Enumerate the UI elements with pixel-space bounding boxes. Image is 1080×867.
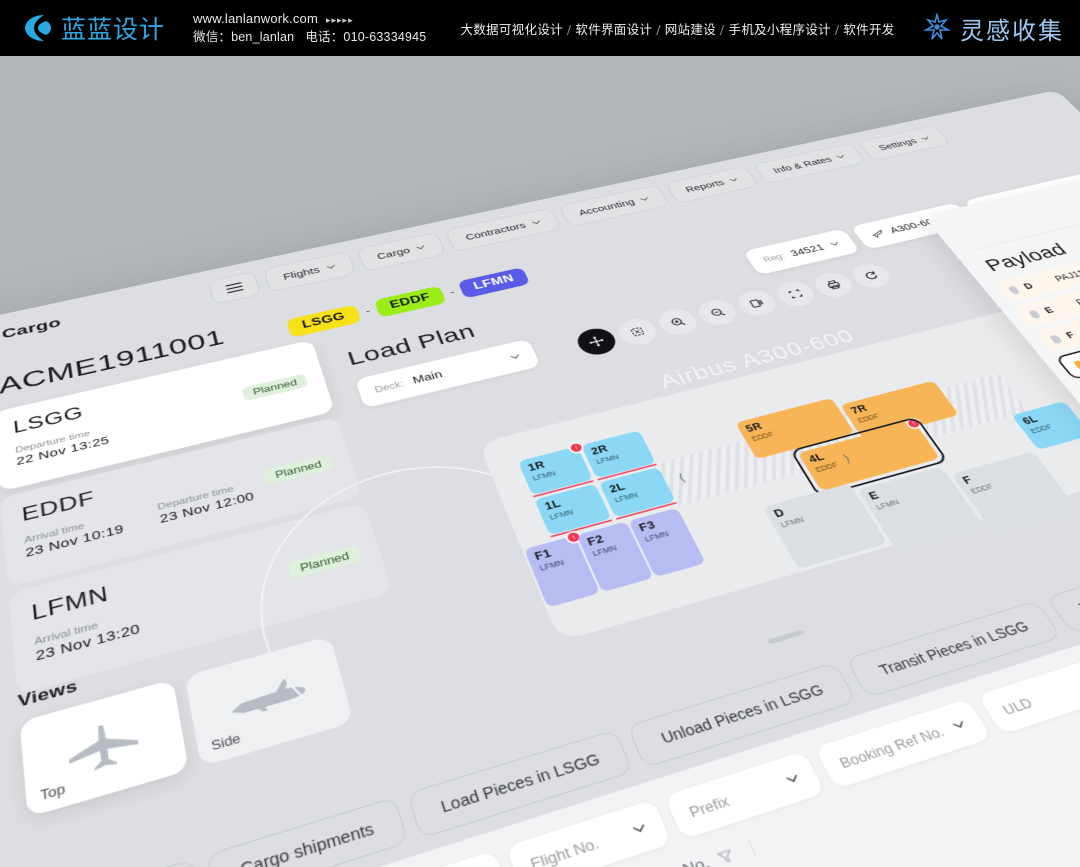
payload-position: F <box>1063 330 1078 341</box>
nav-label: Settings <box>876 136 919 152</box>
payload-position: D <box>1021 281 1036 292</box>
chevron-down-icon <box>416 245 427 251</box>
filter-label: ULD <box>999 694 1036 718</box>
field-label: Reg: <box>761 251 787 264</box>
payload-pin-icon <box>1027 309 1042 319</box>
chevron-down-icon <box>639 196 650 201</box>
nav-item-flights[interactable]: Flights <box>263 250 357 293</box>
chevron-down-icon <box>509 353 521 360</box>
nav-item-reports[interactable]: Reports <box>664 165 760 204</box>
lanlan-logo-icon <box>25 15 51 41</box>
route-dash: - <box>363 305 372 317</box>
nav-menu-button[interactable] <box>208 271 262 305</box>
tool-move[interactable] <box>572 325 621 359</box>
refresh-icon <box>860 269 882 282</box>
plane-top-icon <box>66 716 141 778</box>
nav-label: Contractors <box>463 220 528 242</box>
payload-weight-summary: ZW 216 9 <box>923 155 1080 248</box>
route-dash: - <box>447 286 457 298</box>
route-chip-lsgg[interactable]: LSGG <box>286 304 362 338</box>
tool-zoom-out[interactable] <box>693 297 742 329</box>
app-brand: Cargo <box>0 315 62 348</box>
tool-fit-screen[interactable] <box>771 278 820 310</box>
chevron-down-icon <box>951 720 967 731</box>
service-item: 网站建设 <box>664 21 716 37</box>
service-item: 软件开发 <box>843 21 895 37</box>
website-text: www.lanlanwork.com <box>193 10 318 26</box>
service-item: 大数据可视化设计 <box>460 21 563 37</box>
promo-banner: 蓝蓝设计 www.lanlanwork.com ▸▸▸▸▸ 微信：ben_lanl… <box>0 0 1080 56</box>
lanlan-logo-text: 蓝蓝设计 <box>61 15 166 44</box>
field-value: 34521 <box>788 242 827 259</box>
plane-icon <box>868 228 887 239</box>
lanlan-logo: 蓝蓝设计 <box>22 10 165 46</box>
nav-item-settings[interactable]: Settings <box>857 125 951 161</box>
nav-label: Info & Rates <box>771 155 834 175</box>
nav-item-info-rates[interactable]: Info & Rates <box>752 143 867 185</box>
chevron-down-icon <box>920 136 931 141</box>
inspiration-brand: 灵感收集 <box>922 0 1064 56</box>
chevron-down-icon <box>728 177 739 182</box>
bottom-tab[interactable]: Unloaded cargo history <box>0 858 203 867</box>
chevron-down-icon <box>835 154 846 159</box>
bottom-tab[interactable]: Cargo shipments <box>206 796 409 867</box>
filter-flight-no[interactable]: Flight No. <box>506 799 672 867</box>
payload-pin-icon <box>1048 334 1063 344</box>
filter-label: Prefix <box>686 791 732 821</box>
filter-uld[interactable]: ULD <box>976 655 1080 735</box>
nav-label: Accounting <box>576 197 637 218</box>
chevron-down-icon <box>531 220 542 225</box>
chevron-down-icon <box>631 823 647 835</box>
inspiration-brand-text: 灵感收集 <box>960 16 1064 45</box>
services-list: 大数据可视化设计 / 软件界面设计 / 网站建设 / 手机及小程序设计 / 软件开发 <box>460 21 895 37</box>
hamburger-icon <box>225 282 244 294</box>
nav-label: Cargo <box>375 245 412 262</box>
filter-label: Flight No. <box>527 833 602 867</box>
legend-icon <box>746 296 768 310</box>
service-item: 软件界面设计 <box>575 21 653 37</box>
filter-icon[interactable] <box>716 847 736 865</box>
cargo-app-window: Cargo Flights Cargo Contractors <box>0 90 1080 867</box>
app-brand-label: Cargo <box>1 315 62 342</box>
service-item: 手机及小程序设计 <box>728 21 831 37</box>
perspective-stage: Cargo Flights Cargo Contractors <box>0 56 1080 867</box>
resize-icon <box>627 324 649 339</box>
star-burst-icon <box>922 13 952 40</box>
chevron-down-icon <box>326 264 337 270</box>
fit-screen-icon <box>785 287 807 301</box>
tool-resize[interactable] <box>613 315 662 349</box>
payload-pin-icon <box>1007 285 1021 295</box>
chevron-down-icon <box>784 773 800 784</box>
phone-text: 电话：010-63334945 <box>305 30 427 45</box>
contact-block: www.lanlanwork.com ▸▸▸▸▸ 微信：ben_lanlan 电话… <box>193 10 426 47</box>
nav-item-accounting[interactable]: Accounting <box>558 184 671 228</box>
dots-decor: ▸▸▸▸▸ <box>326 14 354 25</box>
zoom-in-icon <box>667 315 689 329</box>
tool-legend[interactable] <box>732 287 782 319</box>
nav-item-cargo[interactable]: Cargo <box>356 231 447 272</box>
column-label: Flight No. <box>636 853 712 867</box>
print-icon <box>823 278 845 292</box>
tool-zoom-in[interactable] <box>653 306 702 339</box>
move-icon <box>586 334 608 349</box>
nav-label: Flights <box>281 265 321 282</box>
route-chip-eddf[interactable]: EDDF <box>373 285 447 318</box>
view-option-label: Side <box>210 731 242 754</box>
payload-pin-icon <box>1072 359 1080 370</box>
deck-value: Main <box>411 369 445 387</box>
tool-print[interactable] <box>809 269 859 301</box>
zoom-out-icon <box>707 306 729 320</box>
filter-label: Booking Ref No. <box>836 722 947 772</box>
tool-refresh[interactable] <box>847 261 896 291</box>
chevron-down-icon <box>829 241 840 247</box>
route-chip-lfmn[interactable]: LFMN <box>457 267 531 299</box>
nav-label: Reports <box>683 178 727 194</box>
wechat-text: 微信：ben_lanlan <box>193 30 295 45</box>
payload-position: E <box>1042 305 1056 316</box>
view-option-label: Top <box>39 781 66 804</box>
nav-item-contractors[interactable]: Contractors <box>445 207 562 253</box>
deck-label: Deck: <box>373 378 406 395</box>
field-registration[interactable]: Reg: 34521 <box>743 228 861 276</box>
